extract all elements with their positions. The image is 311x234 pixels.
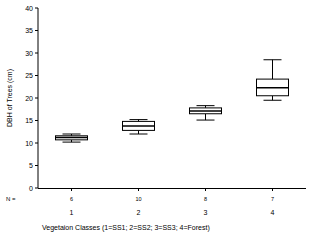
x-tick <box>71 188 72 191</box>
x-tick-label: 1 <box>70 209 74 216</box>
y-tick <box>35 143 38 144</box>
y-tick-label: 0 <box>29 185 33 192</box>
n-value: 8 <box>204 196 207 202</box>
median <box>257 87 289 89</box>
y-tick <box>35 165 38 166</box>
y-tick-label: 40 <box>25 5 33 12</box>
y-tick-label: 20 <box>25 95 33 102</box>
y-tick-label: 30 <box>25 50 33 57</box>
box <box>56 136 88 140</box>
chart: 0 5 10 15 20 25 30 35 40 DBH of Trees (cm) N = 6 10 8… <box>0 0 311 234</box>
y-tick <box>35 8 38 9</box>
x-axis-label: Vegetaion Classes (1=SS1; 2=SS2; 3=SS3; … <box>42 224 210 232</box>
y-tick <box>35 75 38 76</box>
cap-upper <box>130 119 148 120</box>
x-tick-label: 4 <box>271 209 275 216</box>
box <box>190 108 222 114</box>
whisker-lower <box>138 130 139 134</box>
y-tick-label: 10 <box>25 140 33 147</box>
box <box>257 79 289 96</box>
y-tick <box>35 53 38 54</box>
x-tick-label: 3 <box>204 209 208 216</box>
x-tick <box>205 188 206 191</box>
y-tick <box>35 120 38 121</box>
whisker-lower <box>205 114 206 120</box>
cap-lower <box>130 134 148 135</box>
box <box>123 121 155 130</box>
n-value: 7 <box>271 196 274 202</box>
x-tick <box>138 188 139 191</box>
y-tick-label: 25 <box>25 72 33 79</box>
x-tick-label: 2 <box>137 209 141 216</box>
whisker-upper <box>272 60 273 79</box>
x-tick <box>272 188 273 191</box>
y-tick <box>35 188 38 189</box>
cap-upper <box>264 59 282 60</box>
y-tick <box>35 98 38 99</box>
y-tick-label: 15 <box>25 117 33 124</box>
median <box>190 110 222 112</box>
whisker-lower <box>272 96 273 101</box>
n-value: 6 <box>70 196 73 202</box>
y-tick-label: 35 <box>25 27 33 34</box>
x-axis <box>38 188 306 189</box>
n-label: N = <box>6 196 16 202</box>
n-value: 10 <box>135 196 141 202</box>
y-axis-label: DBH of Trees (cm) <box>6 69 14 127</box>
cap-upper <box>197 105 215 106</box>
boxes <box>56 60 289 142</box>
cap-lower <box>63 142 81 143</box>
median <box>56 137 88 139</box>
cap-lower <box>264 100 282 101</box>
cap-lower <box>197 120 215 121</box>
cap-upper <box>63 134 81 135</box>
y-tick-label: 5 <box>29 162 33 169</box>
median <box>123 125 155 127</box>
y-tick <box>35 30 38 31</box>
